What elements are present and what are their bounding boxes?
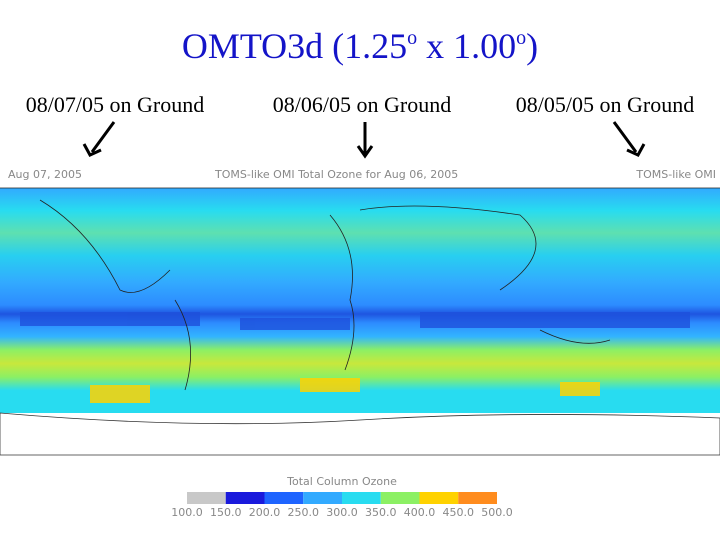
colorbar: 100.0 150.0 200.0 250.0 300.0 350.0 400.0 450.0… bbox=[171, 492, 513, 519]
low-ozone-bands bbox=[20, 312, 690, 330]
arrows bbox=[82, 121, 646, 159]
coastlines bbox=[0, 187, 720, 391]
colorbar-segment bbox=[342, 492, 381, 504]
colorbar-label: 250.0 bbox=[288, 506, 320, 519]
colorbar-segment bbox=[419, 492, 459, 504]
date-label: 08/07/05 on Ground bbox=[26, 92, 204, 117]
date-label: 08/05/05 on Ground bbox=[516, 92, 694, 117]
title: OMTO3d (1.25o x 1.00o) bbox=[182, 26, 538, 66]
colorbar-label: 300.0 bbox=[326, 506, 358, 519]
colorbar-label: 400.0 bbox=[404, 506, 436, 519]
colorbar-segment bbox=[380, 492, 420, 504]
colorbar-label: 150.0 bbox=[210, 506, 242, 519]
title-text: ) bbox=[526, 26, 538, 66]
colorbar-title: Total Column Ozone bbox=[286, 475, 397, 488]
title-text: x 1.00 bbox=[417, 26, 516, 66]
map-caption: Aug 07, 2005 bbox=[8, 168, 82, 181]
date-label: 08/06/05 on Ground bbox=[273, 92, 451, 117]
colorbar-segment bbox=[225, 492, 265, 504]
colorbar-label: 350.0 bbox=[365, 506, 397, 519]
colorbar-segment bbox=[264, 492, 304, 504]
high-ozone-bands bbox=[90, 378, 600, 403]
map-caption: TOMS-like OMI Total Ozone for Aug 06, 20… bbox=[214, 168, 458, 181]
colorbar-label: 100.0 bbox=[171, 506, 203, 519]
title-sup: o bbox=[407, 27, 417, 49]
colorbar-segment bbox=[303, 492, 342, 504]
colorbar-segment bbox=[187, 492, 226, 504]
colorbar-label: 500.0 bbox=[481, 506, 513, 519]
colorbar-label: 200.0 bbox=[249, 506, 281, 519]
map-caption: TOMS-like OMI bbox=[635, 168, 716, 181]
antarctica bbox=[0, 412, 720, 456]
colorbar-label: 450.0 bbox=[443, 506, 475, 519]
ozone-map bbox=[0, 188, 720, 413]
title-sup: o bbox=[516, 27, 526, 49]
colorbar-segment bbox=[458, 492, 497, 504]
title-text: OMTO3d (1.25 bbox=[182, 26, 407, 66]
